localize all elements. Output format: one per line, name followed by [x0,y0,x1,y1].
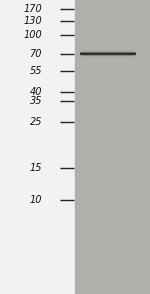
Text: 130: 130 [23,16,42,26]
Text: 40: 40 [30,87,42,97]
Text: 15: 15 [30,163,42,173]
Text: 35: 35 [30,96,42,106]
Bar [75,0,150,294]
Text: 25: 25 [30,117,42,127]
Text: 10: 10 [30,195,42,205]
Bar [0,0,75,294]
Text: 55: 55 [30,66,42,76]
Text: 70: 70 [30,49,42,59]
Text: 100: 100 [23,30,42,40]
Text: 170: 170 [23,4,42,14]
